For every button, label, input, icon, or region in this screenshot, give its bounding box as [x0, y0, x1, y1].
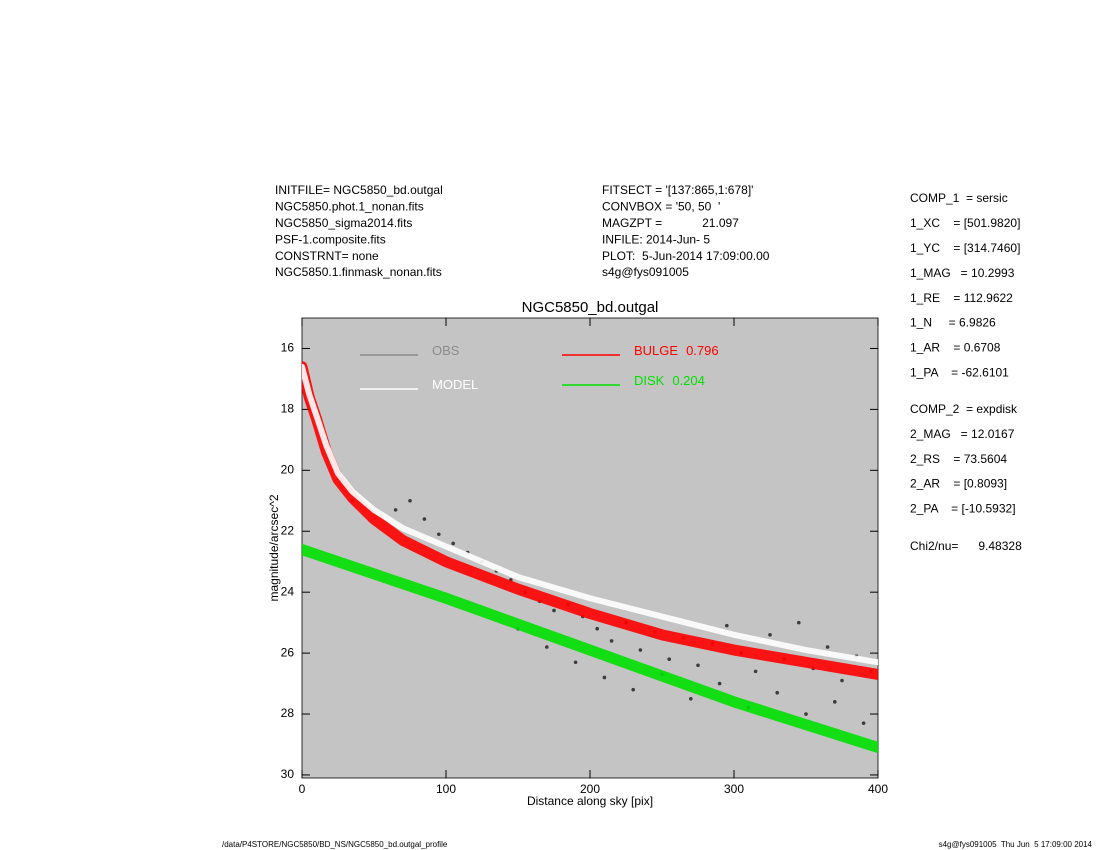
- model-profile: [302, 363, 878, 666]
- obs-point: [631, 687, 635, 692]
- header-middle-line: CONVBOX = '50, 50 ': [602, 200, 720, 214]
- y-tick-label: 30: [281, 767, 295, 781]
- obs-point: [833, 700, 837, 704]
- obs-point: [552, 608, 556, 613]
- header-left-line: PSF-1.composite.fits: [275, 232, 386, 246]
- chart-title: NGC5850_bd.outgal: [522, 299, 659, 316]
- header-middle-line: PLOT: 5-Jun-2014 17:09:00.00: [602, 249, 770, 263]
- x-tick-label: 400: [868, 782, 888, 796]
- header-middle-line: INFILE: 2014-Jun- 5: [602, 232, 710, 246]
- y-tick-label: 26: [281, 645, 295, 659]
- header-left-line: NGC5850.phot.1_nonan.fits: [275, 200, 424, 214]
- header-middle-line: FITSECT = '[137:865,1:678]': [602, 183, 753, 197]
- x-axis-label: Distance along sky [pix]: [527, 794, 653, 808]
- header-left-line: CONSTRNT= none: [275, 249, 379, 263]
- legend-fraction: 0.796: [686, 343, 719, 358]
- obs-point: [725, 623, 729, 628]
- plot-data: [302, 361, 878, 754]
- x-tick-label: 0: [299, 782, 306, 796]
- plot-area: [301, 317, 879, 779]
- obs-point: [437, 532, 441, 537]
- legend-name: MODEL: [432, 377, 478, 392]
- obs-point: [393, 508, 398, 512]
- legend-fraction: 0.204: [672, 373, 705, 388]
- comp1-param: 1_XC = [501.9820]: [910, 216, 1020, 230]
- obs-point: [840, 678, 844, 683]
- y-axis-label: magnitude/arcsec^2: [267, 494, 281, 601]
- header-left-line: NGC5850_sigma2014.fits: [275, 216, 412, 230]
- comp2-param: 2_AR = [0.8093]: [910, 477, 1007, 491]
- obs-point: [451, 541, 456, 546]
- legend-name: OBS: [432, 343, 460, 358]
- comp1-param: 1_PA = -62.6101: [910, 365, 1009, 379]
- comp1-param: COMP_1 = sersic: [910, 191, 1008, 205]
- obs-point: [717, 681, 722, 686]
- legend-name: BULGE: [634, 343, 678, 358]
- comp1-param: 1_N = 6.9826: [910, 316, 996, 330]
- y-tick-label: 20: [281, 462, 295, 476]
- obs-point: [797, 620, 801, 625]
- y-tick-label: 16: [281, 341, 295, 355]
- obs-point: [638, 648, 643, 652]
- comp1-param: 1_AR = 0.6708: [910, 341, 1001, 355]
- legend-label: OBS: [432, 343, 460, 358]
- obs-point: [861, 721, 866, 725]
- obs-point: [696, 663, 700, 668]
- footer-right: s4g@fys091005 Thu Jun 5 17:09:00 2014: [939, 840, 1093, 849]
- chi2: Chi2/nu= 9.48328: [910, 539, 1022, 553]
- y-tick-label: 28: [281, 706, 295, 720]
- obs-point: [545, 645, 549, 649]
- obs-point: [422, 517, 427, 521]
- comp1-param: 1_YC = [314.7460]: [910, 241, 1020, 255]
- comp1-param: 1_MAG = 10.2993: [910, 266, 1015, 280]
- y-tick-label: 18: [281, 402, 295, 416]
- obs-point: [667, 657, 671, 661]
- obs-point: [689, 696, 693, 701]
- header-left-line: INITFILE= NGC5850_bd.outgal: [275, 183, 443, 197]
- legend-label: BULGE 0.796: [634, 343, 719, 358]
- legend-label: MODEL: [432, 377, 478, 392]
- header-middle-line: MAGZPT = 21.097: [602, 216, 739, 230]
- obs-point: [609, 639, 614, 643]
- comp2-param: 2_MAG = 12.0167: [910, 427, 1015, 441]
- footer-left: /data/P4STORE/NGC5850/BD_NS/NGC5850_bd.o…: [222, 840, 448, 849]
- comp2-param: 2_PA = [-10.5932]: [910, 501, 1016, 515]
- obs-point: [804, 712, 808, 716]
- disk-profile: [302, 544, 878, 754]
- obs-point: [408, 498, 412, 503]
- obs-point: [573, 660, 578, 665]
- comp1-param: 1_RE = 112.9622: [910, 291, 1013, 305]
- legend-name: DISK: [634, 373, 665, 388]
- obs-point: [775, 690, 779, 695]
- x-tick-label: 200: [580, 782, 600, 796]
- header-left-line: NGC5850.1.finmask_nonan.fits: [275, 265, 442, 279]
- obs-point: [768, 633, 772, 637]
- x-tick-label: 300: [724, 782, 744, 796]
- obs-point: [753, 669, 758, 674]
- obs-point: [595, 626, 599, 631]
- y-tick-label: 22: [281, 523, 295, 537]
- comp2-param: 2_RS = 73.5604: [910, 452, 1007, 466]
- x-tick-label: 100: [436, 782, 456, 796]
- legend-label: DISK 0.204: [634, 373, 705, 388]
- y-tick-label: 24: [281, 584, 295, 598]
- header-middle-line: s4g@fys091005: [602, 265, 689, 279]
- obs-point: [825, 645, 830, 649]
- obs-point: [602, 675, 607, 680]
- comp2-param: COMP_2 = expdisk: [910, 402, 1018, 416]
